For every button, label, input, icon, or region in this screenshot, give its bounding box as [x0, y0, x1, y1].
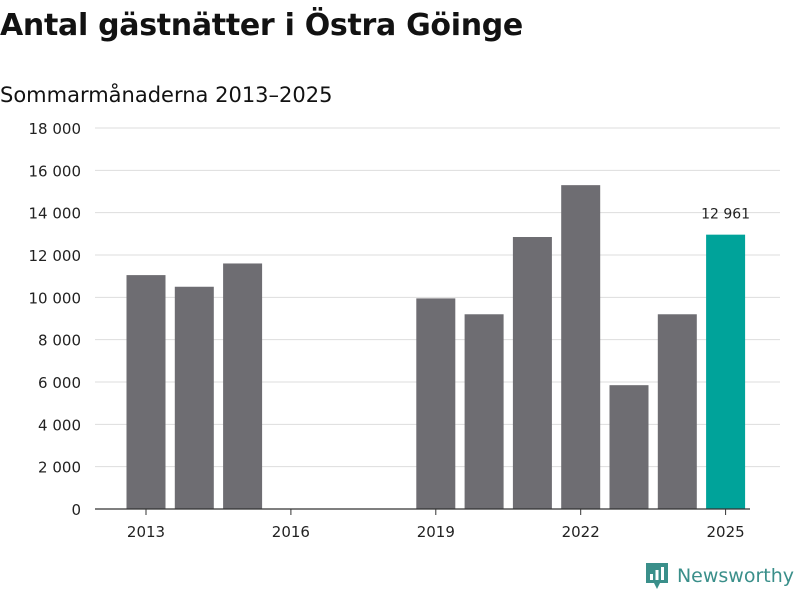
bar-2022: [561, 185, 601, 509]
bar-2015: [223, 263, 263, 509]
y-tick-label: 14 000: [29, 205, 82, 223]
x-tick-label: 2025: [707, 523, 745, 541]
y-tick-label: 2 000: [38, 459, 81, 477]
bar-2025: [706, 234, 746, 510]
bar-2023: [609, 385, 649, 509]
y-tick-label: 18 000: [29, 120, 82, 138]
x-tick-label: 2013: [127, 523, 165, 541]
bar-2021: [512, 237, 552, 509]
y-tick-label: 12 000: [29, 247, 82, 265]
y-axis-ticks: 0 2 000 4 000 6 000 8 000 10 000 12 000 14 000 1…: [29, 120, 82, 519]
y-tick-label: 10 000: [29, 289, 82, 307]
bar-2013: [126, 275, 166, 509]
x-tick-label: 2016: [272, 523, 310, 541]
bars: [126, 185, 746, 510]
x-tick-label: 2019: [417, 523, 455, 541]
brand-name: Newsworthy: [676, 565, 794, 587]
bar-2020: [464, 314, 504, 509]
bar-2019: [416, 298, 456, 509]
bar-2024: [657, 314, 697, 509]
data-labels: 12 961: [701, 207, 750, 223]
y-tick-label: 0: [71, 501, 81, 519]
chart-subtitle: Sommarmånaderna 2013–2025: [0, 83, 333, 107]
data-label-2025: 12 961: [701, 207, 750, 223]
bar-2014: [174, 286, 214, 509]
brand: Newsworthy: [645, 562, 794, 590]
chart-title: Antal gästnätter i Östra Göinge: [0, 8, 523, 43]
y-tick-label: 16 000: [29, 162, 82, 180]
y-tick-label: 6 000: [38, 374, 81, 392]
x-axis-ticks: 2013 2016 2019 2022 2025: [127, 509, 745, 541]
y-tick-label: 4 000: [38, 416, 81, 434]
y-tick-label: 8 000: [38, 332, 81, 350]
newsworthy-logo-icon: [645, 563, 668, 589]
x-tick-label: 2022: [562, 523, 600, 541]
